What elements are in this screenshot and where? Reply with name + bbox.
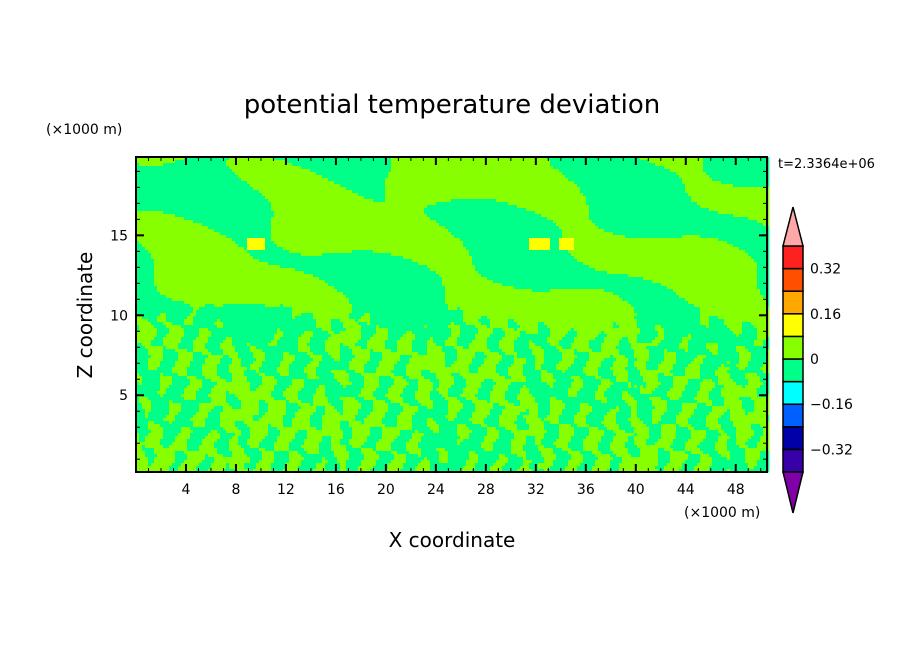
- colorbar-swatch: [782, 335, 804, 360]
- colorbar-label: −0.32: [810, 442, 853, 458]
- x-unit-label: (×1000 m): [684, 505, 760, 521]
- colorbar-swatch: [782, 245, 804, 270]
- colorbar-swatch: [782, 313, 804, 338]
- colorbar-label: 0.32: [810, 262, 841, 278]
- x-tick-label: 32: [527, 482, 545, 498]
- y-tick-label: 15: [110, 228, 128, 244]
- chart-title: potential temperature deviation: [244, 90, 660, 120]
- colorbar-swatch: [782, 380, 804, 405]
- colorbar-swatch: [782, 358, 804, 383]
- y-tick-label: 5: [119, 388, 128, 404]
- colorbar-under-triangle: [782, 471, 804, 514]
- colorbar-swatch: [782, 448, 804, 473]
- y-unit-label: (×1000 m): [46, 122, 122, 138]
- x-tick-label: 48: [727, 482, 745, 498]
- colorbar-swatch: [782, 426, 804, 451]
- x-tick-label: 28: [477, 482, 495, 498]
- x-tick-label: 20: [377, 482, 395, 498]
- y-tick-label: 10: [110, 308, 128, 324]
- x-tick-label: 24: [427, 482, 445, 498]
- time-label: t=2.3364e+06: [778, 157, 875, 172]
- colorbar-label: −0.16: [810, 397, 853, 413]
- x-axis-label: X coordinate: [389, 528, 516, 552]
- colorbar-swatch: [782, 403, 804, 428]
- y-axis-label: Z coordinate: [73, 252, 97, 379]
- x-tick-label: 36: [577, 482, 595, 498]
- x-tick-label: 40: [627, 482, 645, 498]
- colorbar-label: 0.16: [810, 307, 841, 323]
- contour-field: [136, 157, 770, 473]
- x-tick-label: 4: [182, 482, 191, 498]
- colorbar-label: 0: [810, 352, 819, 368]
- colorbar-swatch: [782, 290, 804, 315]
- colorbar: 0.32 0.16 0 −0.16 −0.32: [782, 206, 853, 514]
- colorbar-swatch: [782, 267, 804, 292]
- colorbar-over-triangle: [782, 206, 804, 247]
- x-tick-label: 44: [677, 482, 695, 498]
- x-tick-label: 16: [327, 482, 345, 498]
- x-tick-label: 8: [231, 482, 240, 498]
- x-tick-label: 12: [277, 482, 295, 498]
